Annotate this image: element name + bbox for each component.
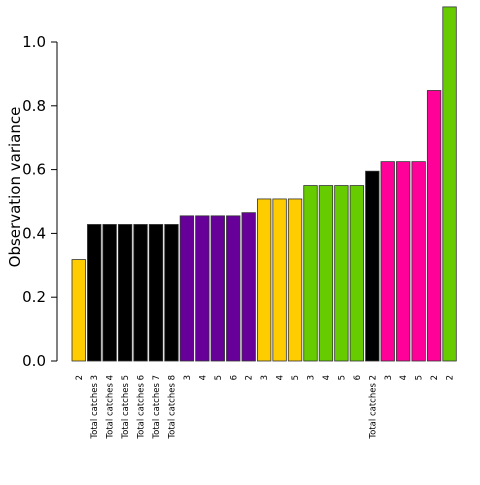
bars <box>71 6 457 362</box>
x-tick-label: Total catches 5 <box>121 375 131 440</box>
bar <box>241 212 256 362</box>
y-tick-label: 0.4 <box>22 224 46 242</box>
y-tick-label: 0.8 <box>22 97 46 115</box>
y-tick-label: 1.0 <box>22 33 46 51</box>
bar <box>303 185 318 362</box>
bar <box>411 161 426 362</box>
bar <box>256 198 272 362</box>
bar <box>195 215 210 362</box>
y-tick-label: 0.0 <box>22 352 46 370</box>
bar <box>349 185 365 362</box>
bar <box>334 185 349 362</box>
x-tick-label: 4 <box>399 375 409 380</box>
y-tick-label: 0.6 <box>22 161 46 179</box>
bar <box>179 215 195 362</box>
x-tick-label: 3 <box>307 375 317 380</box>
x-tick-label: 4 <box>276 375 286 380</box>
bar <box>426 90 442 362</box>
bar <box>133 224 148 362</box>
bar <box>87 224 102 362</box>
bar <box>210 215 225 362</box>
bar <box>287 198 303 362</box>
x-tick-label: 4 <box>198 375 208 380</box>
x-tick-label: 3 <box>384 375 394 380</box>
x-tick-label: Total catches 8 <box>167 375 177 440</box>
x-tick-labels: 2 Total catches 3 Total catches 4 Total cat… <box>75 375 456 440</box>
x-tick-label: Total catches 3 <box>90 375 100 440</box>
x-tick-label: 3 <box>183 375 193 380</box>
x-tick-label: 6 <box>353 375 363 380</box>
x-tick-label: 5 <box>415 375 425 380</box>
x-tick-label: Total catches 7 <box>152 375 162 440</box>
bar <box>396 161 411 362</box>
bar <box>102 224 117 362</box>
x-tick-label: Total catches 6 <box>137 375 147 440</box>
y-tick-label: 0.2 <box>22 288 46 306</box>
x-tick-label: 4 <box>322 375 332 380</box>
y-axis-label: Observation variance <box>6 107 24 268</box>
bar <box>117 224 133 362</box>
x-tick-label: 5 <box>291 375 301 380</box>
bar <box>380 161 395 362</box>
bar <box>442 6 457 362</box>
y-axis: 0.0 0.2 0.4 0.6 0.8 1.0 <box>22 33 58 370</box>
bar <box>148 224 164 362</box>
x-tick-label: Total catches 2 <box>368 375 378 440</box>
bar <box>365 170 380 362</box>
x-tick-label: 2 <box>446 375 456 380</box>
x-tick-label: 5 <box>214 375 224 380</box>
bar <box>71 259 86 362</box>
bar <box>164 224 179 362</box>
x-tick-label: 2 <box>75 375 85 380</box>
x-tick-label: 6 <box>229 375 239 380</box>
x-tick-label: 5 <box>337 375 347 380</box>
bar <box>272 198 287 362</box>
x-tick-label: 2 <box>430 375 440 380</box>
bar <box>226 215 241 362</box>
bar <box>318 185 334 362</box>
x-tick-label: 2 <box>245 375 255 380</box>
x-tick-label: Total catches 4 <box>106 375 116 440</box>
x-tick-label: 3 <box>260 375 270 380</box>
